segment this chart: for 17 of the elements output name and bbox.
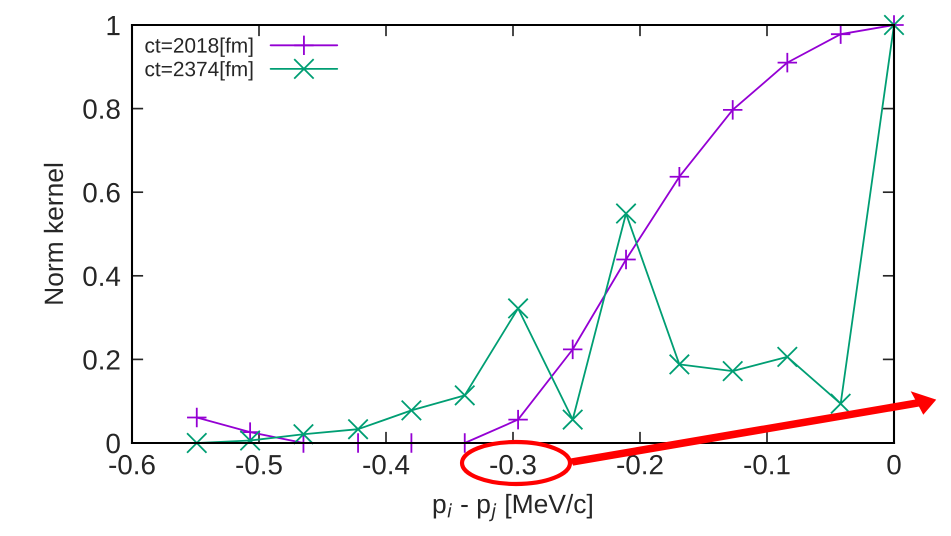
x-tick-label: -0.2 (617, 454, 663, 475)
x-tick-label: -0.1 (744, 454, 790, 475)
y-tick-label: 0.2 (83, 350, 120, 370)
y-tick-label: 0 (106, 434, 120, 454)
x-tick-label: -0.6 (109, 454, 155, 475)
y-tick-label: 0.6 (83, 182, 120, 203)
y-axis-title: Norm kernel (44, 164, 64, 304)
legend-label: ct=2374[fm] (145, 61, 252, 81)
x-tick-label: 0 (887, 454, 901, 475)
y-tick-label: 0.8 (83, 99, 120, 119)
x-tick-label: -0.4 (363, 454, 410, 475)
x-tick-label: -0.5 (236, 454, 282, 475)
y-tick-label: 1 (108, 16, 120, 36)
legend-label: ct=2018[fm] (145, 38, 252, 57)
x-axis-title: p$_{i}$ - p$_{j}$ [MeV/c] (434, 494, 592, 522)
y-tick-label: 0.4 (83, 266, 120, 286)
x-tick-label: -0.3 (490, 454, 536, 475)
